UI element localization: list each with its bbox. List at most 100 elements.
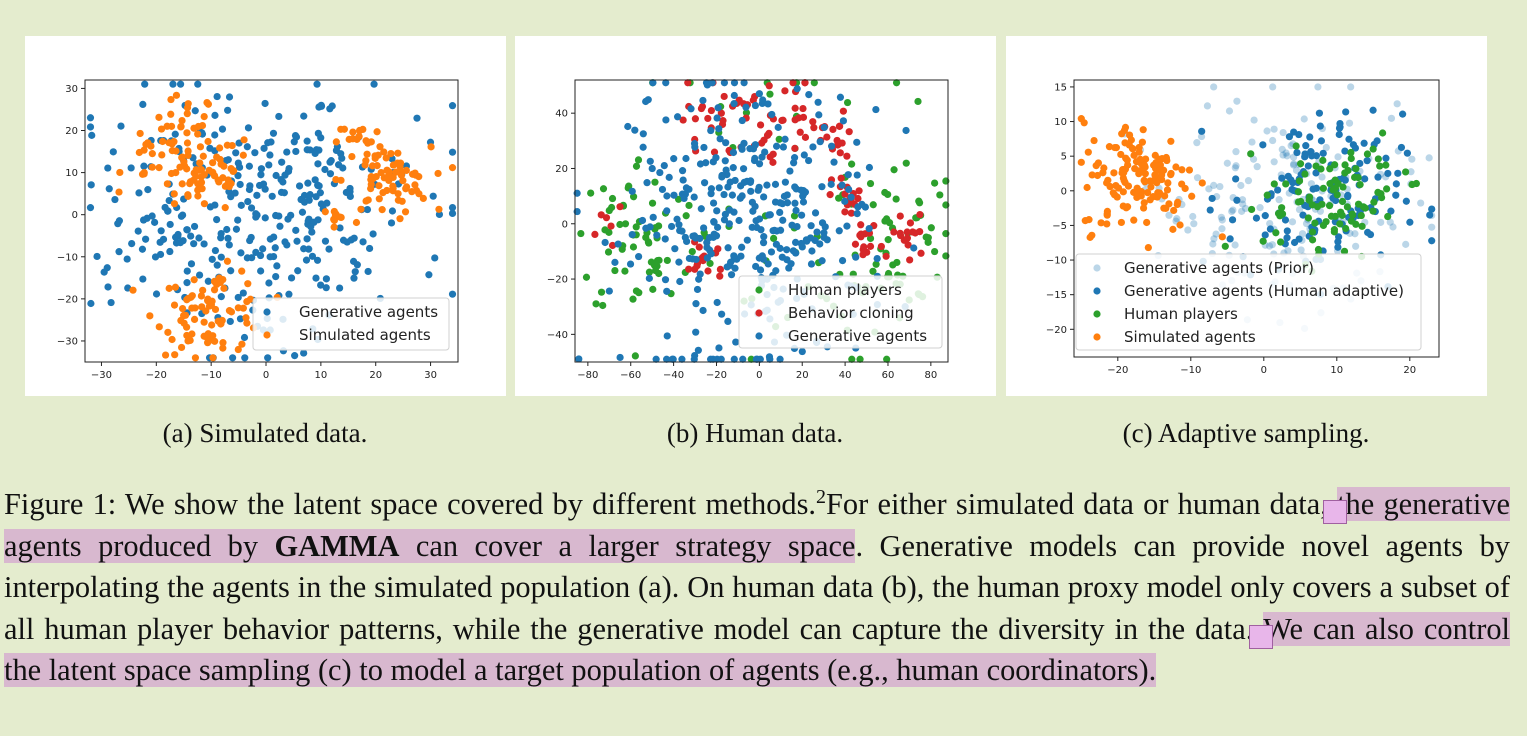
scatter-point-series-1 xyxy=(1285,133,1294,141)
scatter-point-series-2 xyxy=(687,105,695,113)
scatter-point-series-0 xyxy=(313,256,322,264)
scatter-point-series-0 xyxy=(621,220,630,228)
scatter-point-series-1 xyxy=(1341,147,1349,155)
scatter-point-series-1 xyxy=(349,128,357,136)
scatter-point-series-1 xyxy=(1312,152,1321,160)
scatter-point-series-0 xyxy=(931,247,939,256)
scatter-point-series-0 xyxy=(883,355,891,363)
legend-label: Simulated agents xyxy=(1124,328,1256,346)
scatter-point-series-2 xyxy=(1333,191,1341,199)
scatter-point-series-0 xyxy=(248,254,256,262)
y-tick-label: 0 xyxy=(72,210,78,221)
scatter-point-series-1 xyxy=(148,163,156,171)
scatter-point-series-2 xyxy=(847,193,855,201)
scatter-point-series-1 xyxy=(707,106,715,115)
scatter-point-series-1 xyxy=(207,298,215,306)
scatter-point-series-2 xyxy=(781,135,789,143)
scatter-point-series-1 xyxy=(795,114,803,122)
scatter-point-series-1 xyxy=(167,110,175,118)
scatter-point-series-1 xyxy=(209,354,217,362)
scatter-point-series-2 xyxy=(791,238,800,247)
y-tick-label: 10 xyxy=(65,168,78,179)
y-tick-label: 5 xyxy=(1061,152,1067,163)
scatter-point-series-0 xyxy=(292,226,300,234)
scatter-point-series-1 xyxy=(362,137,370,145)
legend-marker xyxy=(755,286,763,294)
legend-marker xyxy=(1093,287,1101,295)
scatter-point-series-2 xyxy=(700,143,708,152)
scatter-point-series-0 xyxy=(317,200,325,208)
scatter-point-series-2 xyxy=(747,187,755,195)
scatter-point-series-1 xyxy=(427,143,435,151)
scatter-point-series-2 xyxy=(713,114,721,122)
scatter-point-series-2 xyxy=(1402,168,1410,176)
scatter-point-series-3 xyxy=(1103,209,1111,218)
scatter-point-series-0 xyxy=(1393,100,1401,108)
scatter-point-series-1 xyxy=(1374,173,1382,181)
scatter-point-series-1 xyxy=(1317,137,1326,145)
scatter-point-series-2 xyxy=(676,277,684,286)
scatter-point-series-0 xyxy=(245,185,254,194)
scatter-point-series-0 xyxy=(265,279,273,287)
scatter-point-series-1 xyxy=(1361,175,1369,183)
scatter-point-series-1 xyxy=(188,330,196,338)
scatter-point-series-0 xyxy=(1217,213,1225,221)
scatter-point-series-2 xyxy=(743,236,751,244)
scatter-point-series-2 xyxy=(758,252,766,260)
scatter-point-series-2 xyxy=(678,227,686,235)
scatter-point-series-0 xyxy=(174,230,182,239)
scatter-point-series-3 xyxy=(1090,136,1098,145)
scatter-point-series-1 xyxy=(1266,225,1275,233)
scatter-point-series-3 xyxy=(1137,192,1145,200)
scatter-point-series-0 xyxy=(1269,136,1277,145)
scatter-point-series-2 xyxy=(730,355,738,363)
scatter-point-series-2 xyxy=(691,352,699,360)
scatter-point-series-0 xyxy=(1352,242,1360,250)
scatter-point-series-1 xyxy=(1351,144,1360,152)
scatter-point-series-3 xyxy=(1176,221,1184,229)
scatter-point-series-1 xyxy=(367,175,375,184)
scatter-point-series-2 xyxy=(786,167,794,175)
scatter-point-series-0 xyxy=(226,317,234,326)
scatter-point-series-2 xyxy=(680,194,688,202)
scatter-point-series-2 xyxy=(692,328,700,336)
scatter-point-series-0 xyxy=(332,146,341,155)
scatter-point-series-2 xyxy=(791,199,799,207)
scatter-point-series-0 xyxy=(325,245,333,253)
scatter-point-series-0 xyxy=(107,298,115,307)
scatter-point-series-0 xyxy=(1334,153,1342,161)
scatter-point-series-0 xyxy=(388,207,397,215)
scatter-point-series-2 xyxy=(670,155,678,163)
scatter-point-series-0 xyxy=(314,160,322,168)
scatter-point-series-0 xyxy=(257,267,265,275)
scatter-point-series-1 xyxy=(163,180,171,188)
scatter-point-series-0 xyxy=(448,290,457,298)
scatter-point-series-0 xyxy=(237,201,245,209)
scatter-point-series-1 xyxy=(801,133,810,141)
footnote-mark[interactable]: 2 xyxy=(816,485,827,508)
scatter-point-series-0 xyxy=(587,189,595,197)
x-tick-label: 60 xyxy=(882,370,895,381)
scatter-point-series-3 xyxy=(1158,155,1166,163)
scatter-point-series-0 xyxy=(159,235,168,243)
scatter-point-series-0 xyxy=(87,181,95,189)
legend-marker xyxy=(1093,310,1101,318)
scatter-point-series-2 xyxy=(1221,242,1229,250)
scatter-point-series-0 xyxy=(848,355,856,363)
scatter-point-series-2 xyxy=(732,338,740,346)
scatter-point-series-3 xyxy=(1097,219,1105,227)
scatter-point-series-1 xyxy=(196,143,205,151)
scatter-point-series-1 xyxy=(220,284,228,292)
scatter-point-series-3 xyxy=(1083,183,1091,192)
scatter-point-series-2 xyxy=(776,244,784,252)
scatter-point-series-0 xyxy=(256,251,265,260)
scatter-point-series-2 xyxy=(1347,217,1356,225)
scatter-point-series-2 xyxy=(722,166,730,174)
x-tick-label: 0 xyxy=(756,370,762,381)
scatter-point-series-0 xyxy=(616,220,624,229)
scatter-point-series-1 xyxy=(1290,128,1298,136)
y-tick-label: −10 xyxy=(1046,256,1067,267)
legend: Human players Behavior cloning Generative … xyxy=(738,275,943,349)
scatter-point-series-1 xyxy=(1397,143,1406,152)
scatter-point-series-0 xyxy=(169,80,177,88)
